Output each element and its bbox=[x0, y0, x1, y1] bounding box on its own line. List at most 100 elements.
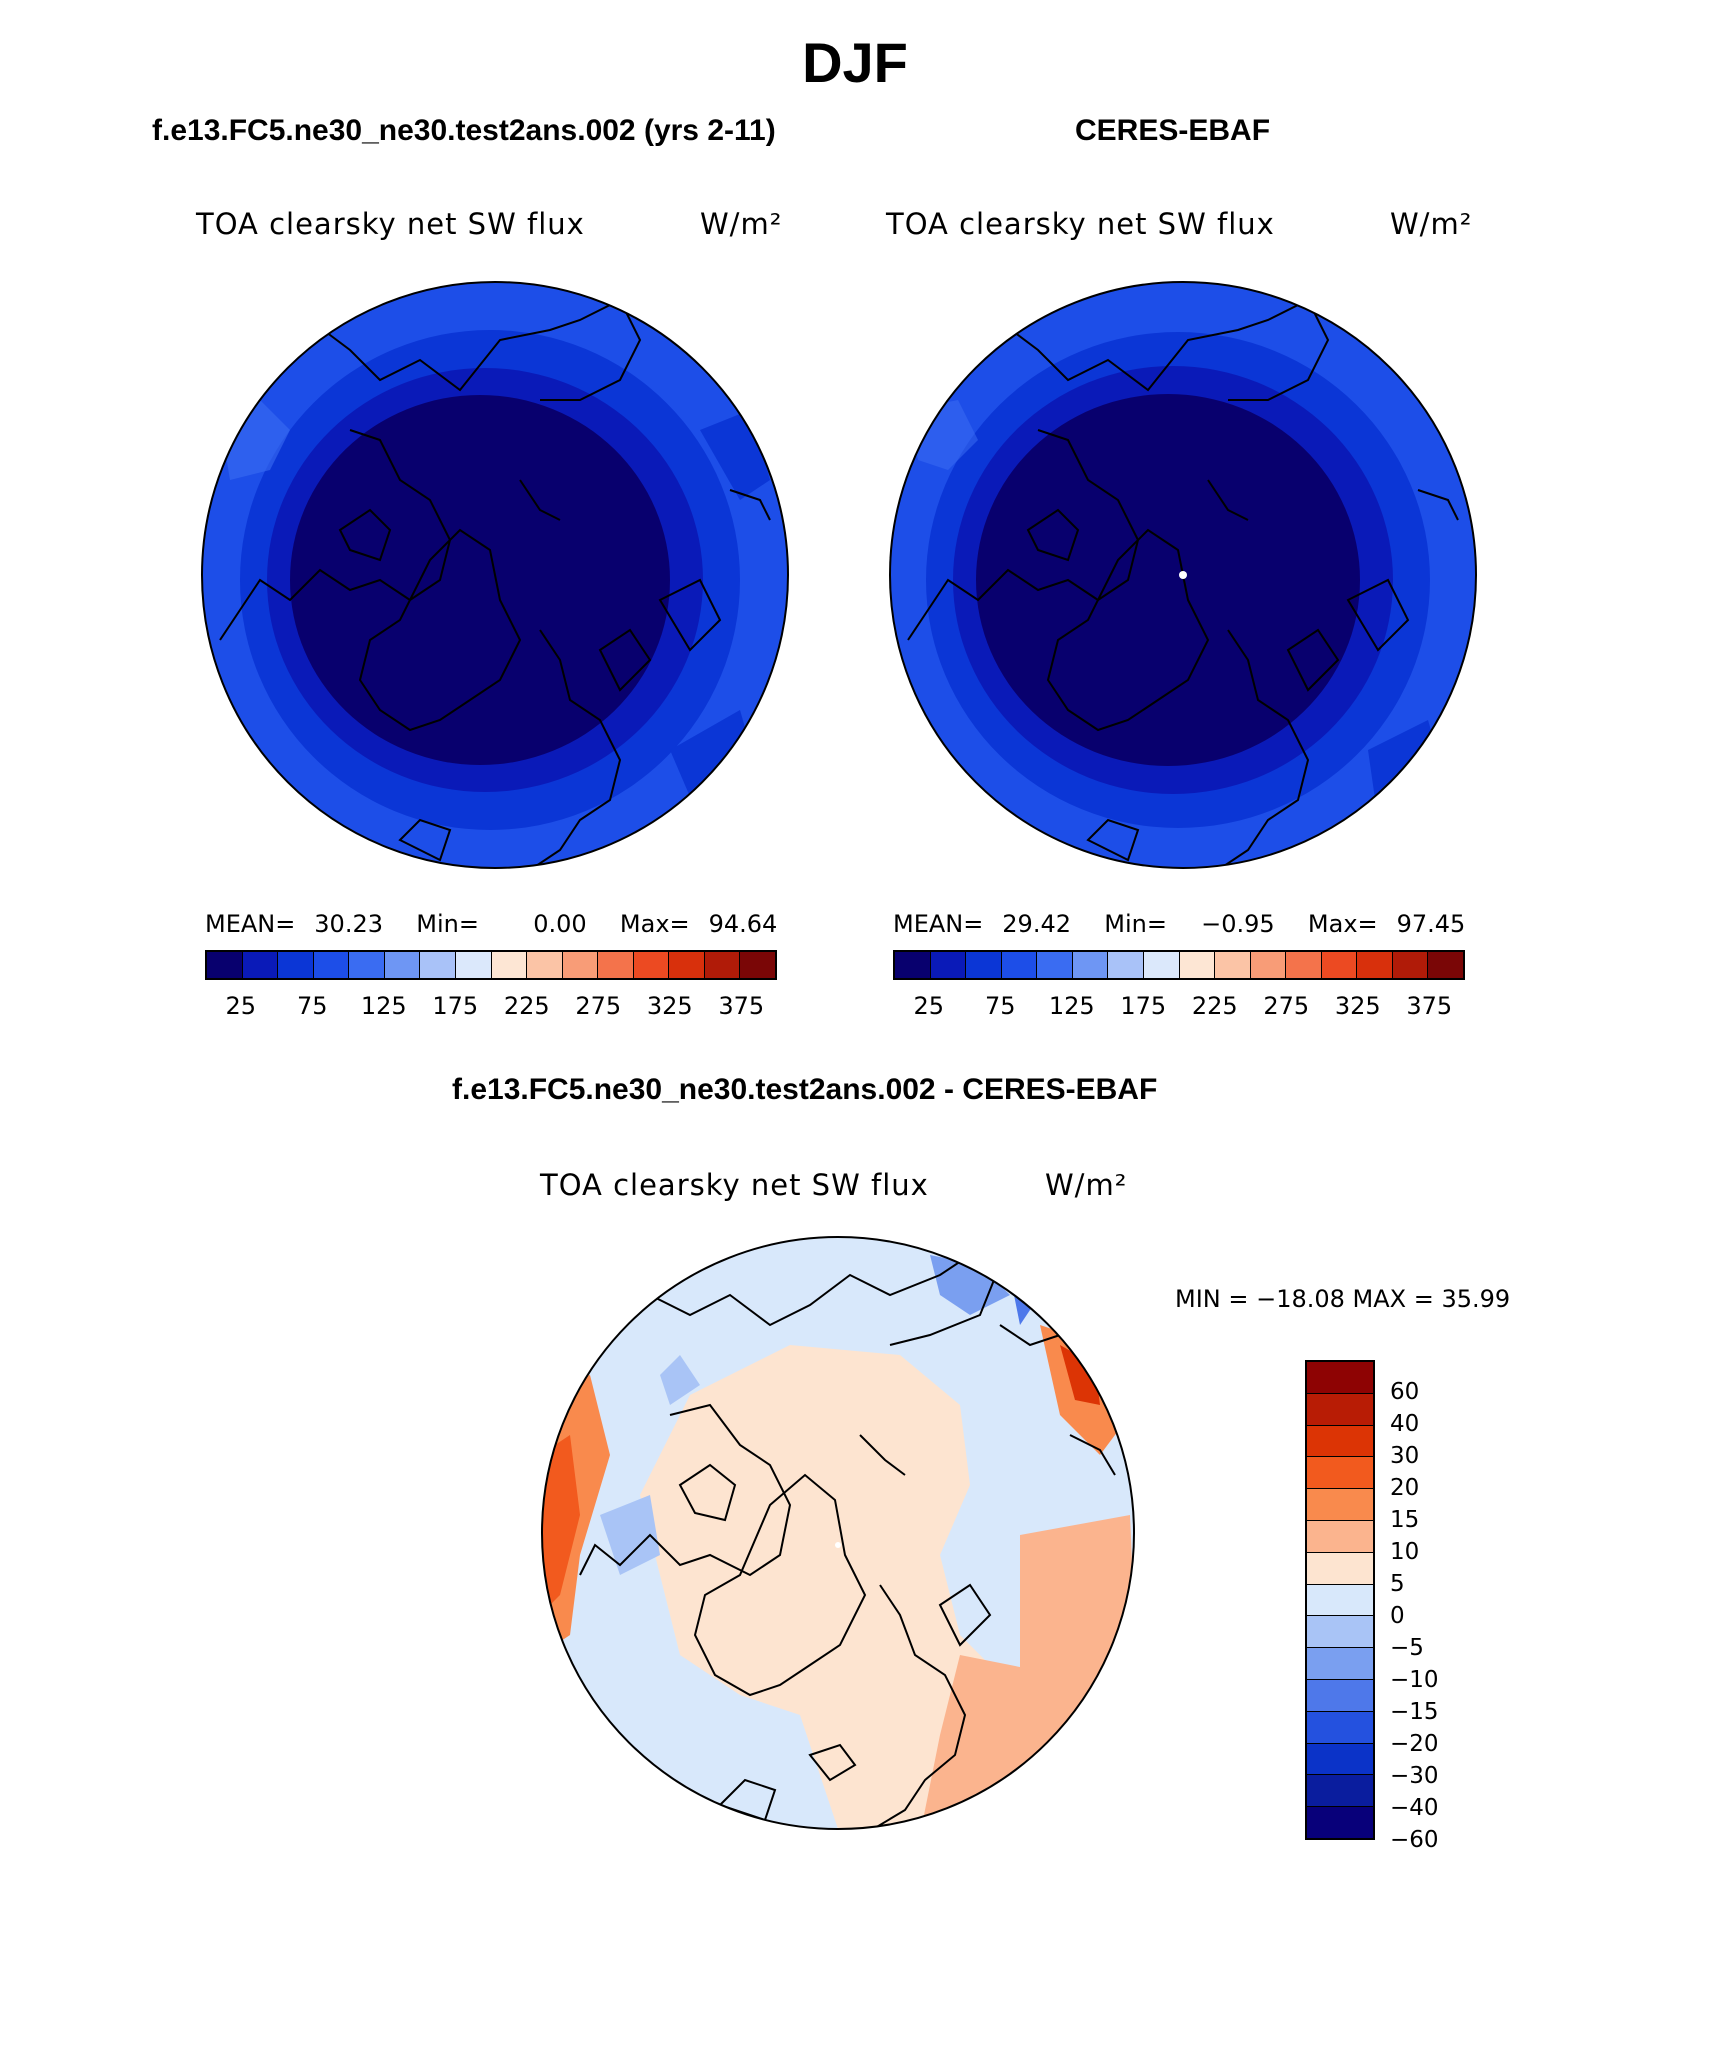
right-colorbar-box bbox=[966, 952, 1002, 978]
diff-colorbar-box bbox=[1307, 1775, 1373, 1808]
left-polar-map bbox=[201, 281, 789, 869]
right-colorbar-box bbox=[1215, 952, 1251, 978]
diff-colorbar-label: 20 bbox=[1390, 1475, 1420, 1501]
right-colorbar-box bbox=[1321, 952, 1358, 978]
diff-colorbar-box bbox=[1307, 1679, 1373, 1712]
diff-colorbar-label: 5 bbox=[1390, 1571, 1405, 1597]
right-colorbar-box bbox=[1286, 952, 1322, 978]
right-min-value: −0.95 bbox=[1201, 910, 1275, 938]
diff-colorbar-label: 0 bbox=[1390, 1603, 1405, 1629]
diff-colorbar-box bbox=[1307, 1584, 1373, 1617]
right-colorbar-box bbox=[1037, 952, 1073, 978]
left-colorbar-box bbox=[278, 952, 314, 978]
left-colorbar-box bbox=[562, 952, 599, 978]
right-max-value: 97.45 bbox=[1396, 910, 1466, 938]
left-colorbar-tick-label: 225 bbox=[503, 992, 550, 1020]
left-units-label: W/m² bbox=[700, 207, 783, 241]
left-colorbar-tick-label: 325 bbox=[646, 992, 693, 1020]
right-colorbar-tick-label: 175 bbox=[1120, 992, 1167, 1020]
right-colorbar-box bbox=[1428, 952, 1463, 978]
left-colorbar-tick-label: 25 bbox=[225, 992, 257, 1020]
diff-colorbar-label: 30 bbox=[1390, 1443, 1420, 1469]
diff-colorbar-box bbox=[1307, 1520, 1373, 1553]
right-colorbar-box bbox=[1250, 952, 1287, 978]
diff-colorbar-label: −60 bbox=[1390, 1827, 1439, 1853]
diff-variable-label: TOA clearsky net SW flux bbox=[540, 1168, 929, 1202]
left-colorbar-tick-label: 125 bbox=[360, 992, 407, 1020]
diff-colorbar-label: −30 bbox=[1390, 1763, 1439, 1789]
left-min-value: 0.00 bbox=[533, 910, 587, 938]
left-variable-label: TOA clearsky net SW flux bbox=[196, 207, 585, 241]
diff-colorbar-box bbox=[1307, 1425, 1373, 1458]
diff-colorbar-box bbox=[1307, 1743, 1373, 1776]
left-colorbar-tick-label: 175 bbox=[432, 992, 479, 1020]
right-panel-header: CERES-EBAF bbox=[1075, 114, 1271, 147]
diff-colorbar-label: −10 bbox=[1390, 1667, 1439, 1693]
left-colorbar-tick-label: 75 bbox=[296, 992, 328, 1020]
left-max-label: Max= bbox=[619, 910, 690, 938]
left-colorbar bbox=[205, 950, 777, 980]
left-colorbar-box bbox=[313, 952, 350, 978]
left-colorbar-box bbox=[349, 952, 385, 978]
right-colorbar-box bbox=[1143, 952, 1180, 978]
diff-colorbar-box bbox=[1307, 1552, 1373, 1585]
right-variable-label: TOA clearsky net SW flux bbox=[886, 207, 1275, 241]
left-colorbar-tick-label: 375 bbox=[718, 992, 765, 1020]
left-colorbar-box bbox=[207, 952, 243, 978]
left-colorbar-box bbox=[455, 952, 492, 978]
left-mean-value: 30.23 bbox=[314, 910, 383, 938]
diff-minmax-text: MIN = −18.08 MAX = 35.99 bbox=[1175, 1285, 1511, 1313]
right-colorbar-box bbox=[930, 952, 967, 978]
right-colorbar-tick-label: 25 bbox=[913, 992, 945, 1020]
left-mean-label: MEAN= bbox=[205, 910, 296, 938]
left-colorbar-box bbox=[384, 952, 421, 978]
diff-colorbar-label: 15 bbox=[1390, 1507, 1420, 1533]
right-min-label: Min= bbox=[1104, 910, 1167, 938]
left-panel-header: f.e13.FC5.ne30_ne30.test2ans.002 (yrs 2-… bbox=[152, 114, 776, 147]
right-colorbar-box bbox=[895, 952, 931, 978]
right-colorbar-tick-label: 225 bbox=[1191, 992, 1238, 1020]
left-colorbar-box bbox=[704, 952, 741, 978]
left-colorbar-box bbox=[598, 952, 634, 978]
diff-colorbar-label: −20 bbox=[1390, 1731, 1439, 1757]
right-polar-map bbox=[889, 281, 1477, 869]
left-colorbar-box bbox=[669, 952, 705, 978]
right-colorbar-tick-label: 75 bbox=[984, 992, 1016, 1020]
right-colorbar-box bbox=[1357, 952, 1393, 978]
diff-colorbar-box bbox=[1307, 1489, 1373, 1521]
diff-colorbar-label: 60 bbox=[1390, 1379, 1420, 1405]
diff-colorbar-label: −5 bbox=[1390, 1635, 1424, 1661]
right-colorbar-box bbox=[1179, 952, 1216, 978]
diff-colorbar bbox=[1305, 1360, 1375, 1840]
diff-colorbar-label: 10 bbox=[1390, 1539, 1420, 1565]
left-colorbar-box bbox=[420, 952, 456, 978]
right-colorbar-tick-label: 325 bbox=[1334, 992, 1381, 1020]
left-max-value: 94.64 bbox=[708, 910, 778, 938]
left-colorbar-box bbox=[491, 952, 528, 978]
left-colorbar-tick-label: 275 bbox=[575, 992, 622, 1020]
diff-colorbar-label: −40 bbox=[1390, 1795, 1439, 1821]
diff-colorbar-label: −15 bbox=[1390, 1699, 1439, 1725]
right-mean-label: MEAN= bbox=[893, 910, 984, 938]
diff-colorbar-box bbox=[1307, 1807, 1373, 1838]
right-mean-value: 29.42 bbox=[1002, 910, 1071, 938]
right-units-label: W/m² bbox=[1390, 207, 1473, 241]
right-colorbar-box bbox=[1392, 952, 1429, 978]
diff-panel-header: f.e13.FC5.ne30_ne30.test2ans.002 - CERES… bbox=[452, 1073, 1158, 1106]
diff-colorbar-box bbox=[1307, 1362, 1373, 1394]
right-colorbar-box bbox=[1001, 952, 1038, 978]
right-colorbar-tick-label: 125 bbox=[1048, 992, 1095, 1020]
diff-colorbar-box bbox=[1307, 1393, 1373, 1426]
left-colorbar-box bbox=[527, 952, 563, 978]
diff-units-label: W/m² bbox=[1045, 1168, 1128, 1202]
right-max-label: Max= bbox=[1307, 910, 1378, 938]
right-colorbar-box bbox=[1072, 952, 1109, 978]
right-colorbar bbox=[893, 950, 1465, 980]
diff-polar-map bbox=[541, 1236, 1135, 1830]
right-colorbar-tick-label: 275 bbox=[1263, 992, 1310, 1020]
diff-colorbar-box bbox=[1307, 1457, 1373, 1490]
diff-colorbar-box bbox=[1307, 1711, 1373, 1744]
left-colorbar-box bbox=[633, 952, 670, 978]
left-min-label: Min= bbox=[416, 910, 479, 938]
right-colorbar-box bbox=[1108, 952, 1144, 978]
